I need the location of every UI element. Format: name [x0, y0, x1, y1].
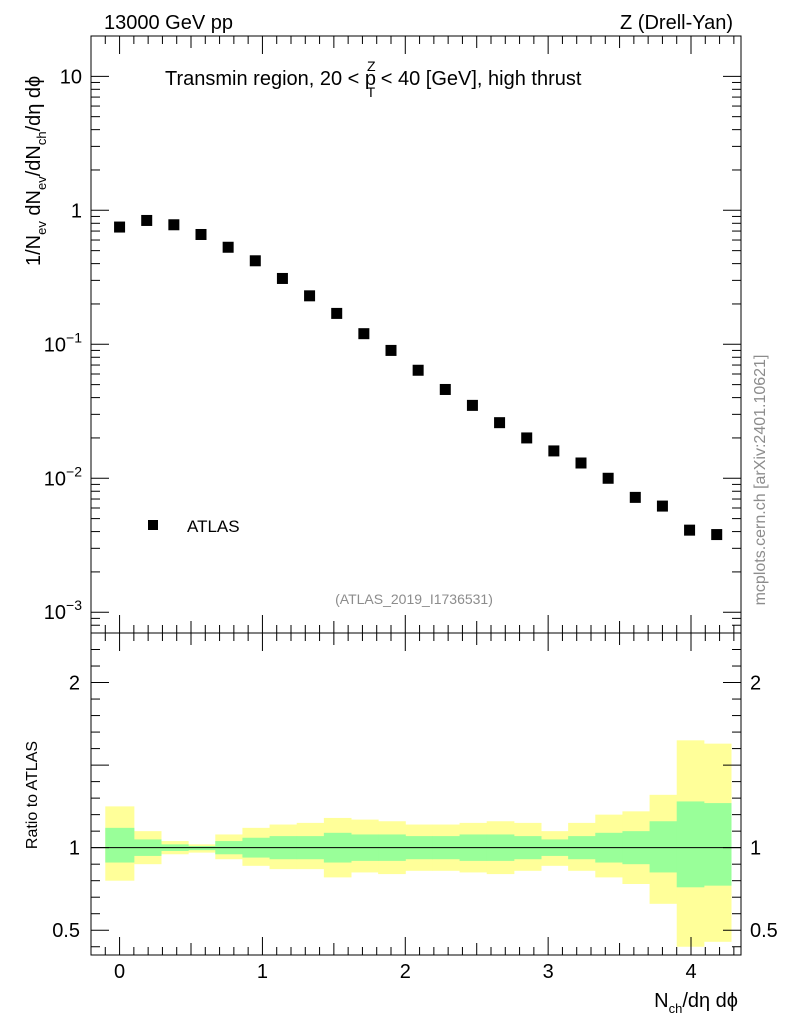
- main-plot-frame: [90, 35, 742, 634]
- main-y-axis-title: 1/Nev dNev/dNch/dη dϕ: [23, 76, 49, 266]
- data-point: [521, 432, 533, 444]
- y-tick-label: 10−3: [44, 597, 82, 624]
- main-data-points: [114, 214, 723, 541]
- ratio-uncertainty-bands: [105, 740, 732, 947]
- data-point: [304, 290, 316, 302]
- x-tick-label: 1: [257, 961, 268, 983]
- ratio-band-bin: [649, 821, 678, 873]
- data-point: [385, 344, 397, 356]
- plot-title-sup: Z: [367, 58, 376, 74]
- data-point: [575, 457, 587, 469]
- main-axis-ticks: [90, 35, 741, 634]
- x-tick-labels: 0 1 2 3 4: [114, 961, 697, 983]
- data-point: [711, 529, 723, 541]
- main-y-tick-labels: 10 1 10−1 10−2 10−3: [44, 66, 82, 624]
- data-point: [168, 219, 180, 231]
- plot-title-suffix: < 40 [GeV], high thrust: [375, 68, 582, 90]
- analysis-id-label: (ATLAS_2019_I1736531): [335, 591, 493, 607]
- data-point: [548, 445, 560, 457]
- data-point: [195, 228, 207, 240]
- ratio-y-tick-label-left: 0.5: [52, 920, 80, 942]
- data-point: [114, 221, 126, 233]
- y-tick-label: 10−2: [44, 463, 82, 490]
- data-point: [249, 255, 261, 267]
- data-point: [629, 491, 641, 503]
- x-axis-title: Nch/dη dϕ: [654, 990, 738, 1016]
- header-energy-label: 13000 GeV pp: [104, 12, 233, 34]
- x-tick-label: 2: [400, 961, 411, 983]
- ratio-y-axis-title: Ratio to ATLAS: [24, 741, 41, 849]
- main-plot-panel: 10 1 10−1 10−2 10−3 Transmin region, 20 < pZ…: [23, 35, 742, 634]
- data-point: [276, 272, 288, 284]
- data-point: [466, 399, 478, 411]
- ratio-band-bin: [105, 827, 135, 863]
- data-point: [412, 364, 424, 376]
- ratio-plot-panel: 0.5 0.5 1 1 2 2 0 1 2 3 4 Ratio to ATLAS Nch/dη d…: [24, 632, 778, 1016]
- data-point: [358, 328, 370, 340]
- y-tick-label: 10: [60, 66, 82, 88]
- ratio-y-tick-label-right: 2: [750, 673, 761, 695]
- data-point: [331, 307, 343, 319]
- ratio-plot-frame: [90, 632, 742, 956]
- legend-label-atlas: ATLAS: [187, 517, 240, 536]
- plot-title: Transmin region, 20 < pZ T < 40 [GeV], hi…: [165, 58, 582, 100]
- header-process-label: Z (Drell-Yan): [620, 12, 733, 34]
- y-tick-label: 10−1: [44, 329, 82, 356]
- ratio-y-tick-labels: 0.5 0.5 1 1 2 2: [52, 673, 778, 943]
- plot-title-prefix: Transmin region, 20 < p: [165, 68, 376, 90]
- ratio-y-tick-label-right: 0.5: [750, 920, 778, 942]
- data-point: [684, 524, 696, 536]
- legend-marker-atlas: [148, 520, 158, 530]
- ratio-axis-ticks: [90, 633, 741, 955]
- ratio-y-tick-label-right: 1: [750, 838, 761, 860]
- ratio-band-bin: [676, 801, 705, 888]
- ratio-y-tick-label-left: 1: [69, 838, 80, 860]
- data-point: [222, 241, 234, 253]
- data-point: [494, 417, 506, 429]
- plot-title-sub: T: [367, 84, 376, 100]
- data-point: [439, 383, 451, 395]
- data-point: [141, 214, 153, 226]
- data-point: [602, 472, 614, 484]
- y-tick-label: 1: [71, 200, 82, 222]
- x-tick-label: 3: [543, 961, 554, 983]
- mcplots-watermark: mcplots.cern.ch [arXiv:2401.10621]: [752, 355, 769, 606]
- ratio-band-bin: [703, 803, 732, 886]
- x-tick-label: 0: [114, 961, 125, 983]
- data-point: [656, 500, 668, 512]
- x-tick-label: 4: [685, 961, 696, 983]
- ratio-y-tick-label-left: 2: [69, 673, 80, 695]
